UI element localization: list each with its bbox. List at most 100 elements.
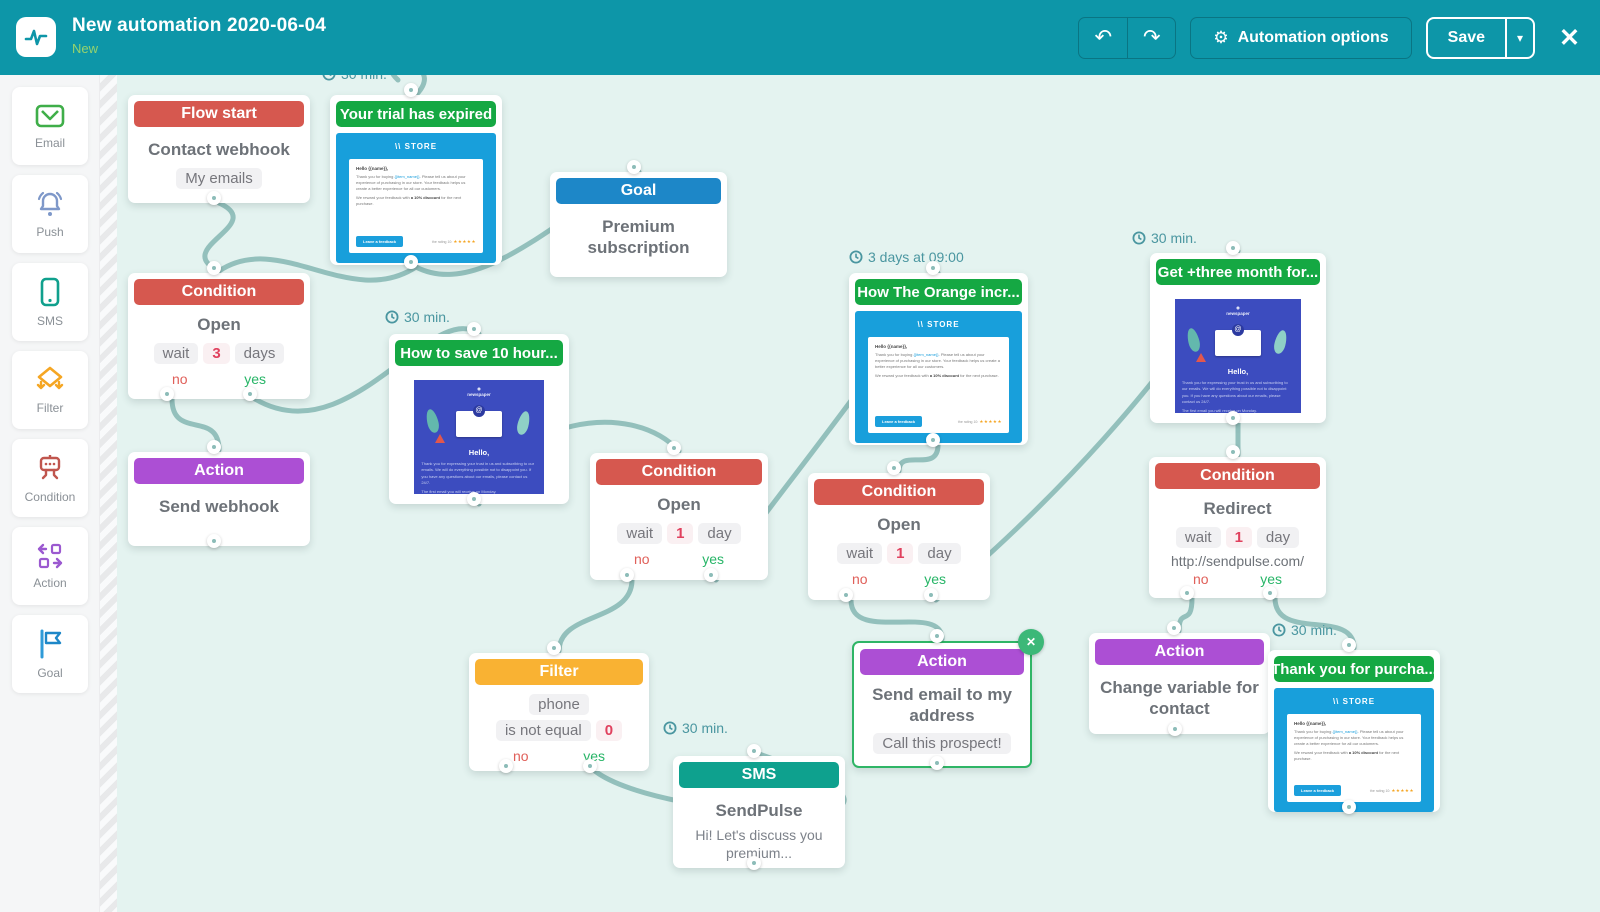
- port-output[interactable]: [207, 534, 221, 548]
- node-email-how-to-save[interactable]: How to save 10 hour... newspaper Hello, …: [389, 334, 569, 504]
- envelope-illustration: [1182, 320, 1294, 364]
- email-paragraph: We reward your feedback with a 10% disco…: [1294, 750, 1400, 761]
- close-button[interactable]: ✕: [1559, 23, 1580, 53]
- email-paragraph: Thank you for buying {{item_name}}. Plea…: [356, 174, 466, 191]
- port-output[interactable]: [1168, 722, 1182, 736]
- node-filter-phone[interactable]: Filter phone is not equal 0 no yes: [469, 653, 649, 771]
- port-input[interactable]: [930, 629, 944, 643]
- undo-icon: ↶: [1094, 26, 1113, 49]
- node-condition-open-1day[interactable]: Condition Open wait 1 day no yes: [590, 453, 768, 580]
- port-input[interactable]: [1342, 638, 1356, 652]
- port-output[interactable]: [1342, 800, 1356, 814]
- port-input[interactable]: [1226, 241, 1240, 255]
- node-header: Your trial has expired: [336, 101, 496, 127]
- gear-icon: ⚙: [1213, 27, 1229, 47]
- palette-item-goal[interactable]: Goal: [12, 615, 88, 693]
- close-icon: ✕: [1559, 23, 1580, 52]
- port-no[interactable]: [499, 759, 513, 773]
- port-no[interactable]: [620, 568, 634, 582]
- undo-button[interactable]: ↶: [1079, 18, 1127, 58]
- save-dropdown-button[interactable]: ▾: [1505, 18, 1533, 57]
- node-condition-open-1day-2[interactable]: Condition Open wait 1 day no yes: [808, 473, 990, 600]
- port-yes[interactable]: [243, 387, 257, 401]
- port-output[interactable]: [207, 191, 221, 205]
- port-output[interactable]: [467, 492, 481, 506]
- port-no[interactable]: [1180, 586, 1194, 600]
- port-input[interactable]: [1167, 621, 1181, 635]
- node-email-get-three-month[interactable]: Get +three month for... newspaper Hello,…: [1150, 253, 1326, 423]
- palette-item-condition[interactable]: Condition: [12, 439, 88, 517]
- redo-button[interactable]: ↷: [1127, 17, 1175, 58]
- port-input[interactable]: [887, 461, 901, 475]
- delay-timer: 30 min.: [1132, 230, 1197, 246]
- connector: [896, 442, 941, 474]
- port-input[interactable]: [747, 744, 761, 758]
- port-no[interactable]: [839, 588, 853, 602]
- save-button[interactable]: Save: [1447, 28, 1486, 46]
- action-icon: [37, 543, 63, 569]
- port-input[interactable]: [207, 261, 221, 275]
- port-input[interactable]: [667, 441, 681, 455]
- palette-item-label: SMS: [36, 314, 63, 328]
- port-output[interactable]: [926, 433, 940, 447]
- port-input[interactable]: [1226, 445, 1240, 459]
- port-input[interactable]: [404, 83, 418, 97]
- node-header: Condition: [596, 459, 762, 485]
- palette-item-label: Email: [34, 136, 65, 150]
- clock-icon: [663, 721, 677, 735]
- email-brand: \\ STORE: [1332, 697, 1376, 706]
- node-header: Condition: [814, 479, 984, 505]
- node-action-change-variable[interactable]: Action Change variable for contact: [1089, 633, 1270, 734]
- node-sms-sendpulse[interactable]: SMS SendPulse Hi! Let's discuss you prem…: [673, 756, 845, 868]
- filter-field-chip: phone: [529, 694, 589, 715]
- wait-chip: wait: [837, 543, 883, 565]
- email-greeting: Hello {{name}},: [1294, 721, 1327, 726]
- node-condition-open-3days[interactable]: Condition Open wait 3 days no yes: [128, 273, 310, 399]
- port-output[interactable]: [930, 756, 944, 770]
- port-input[interactable]: [467, 322, 481, 336]
- palette-item-sms[interactable]: SMS: [12, 263, 88, 341]
- email-greeting: Hello,: [468, 448, 490, 457]
- palette-item-push[interactable]: Push: [12, 175, 88, 253]
- port-input[interactable]: [627, 160, 641, 174]
- email-brand: \\ STORE: [394, 142, 438, 151]
- branch-yes-label: yes: [244, 371, 266, 388]
- port-input[interactable]: [926, 261, 940, 275]
- port-yes[interactable]: [583, 759, 597, 773]
- port-output[interactable]: [404, 255, 418, 269]
- node-header: Action: [134, 458, 304, 484]
- palette-item-action[interactable]: Action: [12, 527, 88, 605]
- port-yes[interactable]: [704, 568, 718, 582]
- save-split-button: Save ▾: [1425, 16, 1536, 59]
- palette-item-email[interactable]: Email: [12, 87, 88, 165]
- redirect-url: http://sendpulse.com/: [1170, 553, 1305, 570]
- port-output[interactable]: [747, 856, 761, 870]
- node-header: Action: [860, 649, 1024, 675]
- node-email-trial-expired[interactable]: Your trial has expired \\ STORE Hello {{…: [330, 95, 502, 265]
- automation-options-button[interactable]: ⚙ Automation options: [1190, 16, 1412, 59]
- node-flow-start[interactable]: Flow start Contact webhook My emails: [128, 95, 310, 203]
- email-body: Hello {{name}}, Thank you for buying {{i…: [349, 159, 483, 253]
- node-action-send-email-selected[interactable]: ✕ Action Send email to my address Call t…: [852, 629, 1044, 768]
- email-brand: newspaper: [421, 386, 536, 397]
- port-output[interactable]: [1226, 411, 1240, 425]
- palette-item-label: Condition: [24, 490, 76, 504]
- port-no[interactable]: [160, 387, 174, 401]
- node-email-thank-you[interactable]: Thank you for purcha... \\ STORE Hello {…: [1268, 650, 1440, 812]
- port-yes[interactable]: [924, 588, 938, 602]
- node-email-how-the-orange[interactable]: How The Orange incr... \\ STORE Hello {{…: [849, 273, 1028, 445]
- port-yes[interactable]: [1263, 586, 1277, 600]
- port-input[interactable]: [547, 641, 561, 655]
- node-goal[interactable]: Goal Premium subscription: [550, 172, 727, 277]
- palette-item-label: Filter: [36, 401, 64, 415]
- node-chip: My emails: [176, 168, 262, 190]
- email-paragraph: We reward your feedback with a 10% disco…: [356, 195, 462, 206]
- port-input[interactable]: [207, 440, 221, 454]
- block-palette: Email Push SMS Filter Condition Action G…: [0, 75, 100, 912]
- node-condition-redirect[interactable]: Condition Redirect wait 1 day http://sendp…: [1149, 457, 1326, 598]
- palette-item-filter[interactable]: Filter: [12, 351, 88, 429]
- delete-node-button[interactable]: ✕: [1018, 629, 1044, 655]
- node-action-send-webhook[interactable]: Action Send webhook: [128, 452, 310, 546]
- email-button: Leave a feedback: [356, 236, 404, 247]
